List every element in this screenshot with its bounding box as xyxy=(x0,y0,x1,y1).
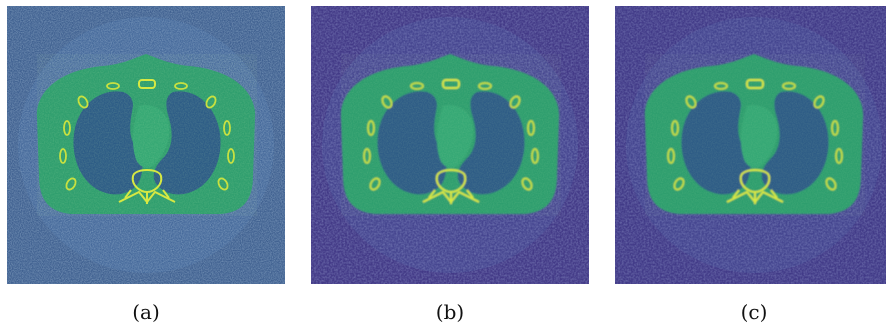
ct-image-a xyxy=(7,6,285,284)
ct-image-c xyxy=(615,6,886,284)
ct-panel-c xyxy=(615,6,886,284)
ct-panel-b xyxy=(311,6,589,284)
caption-a: (a) xyxy=(132,300,160,324)
ct-panel-a xyxy=(7,6,285,284)
caption-b: (b) xyxy=(435,300,465,324)
caption-c: (c) xyxy=(740,300,768,324)
ct-image-b xyxy=(311,6,589,284)
